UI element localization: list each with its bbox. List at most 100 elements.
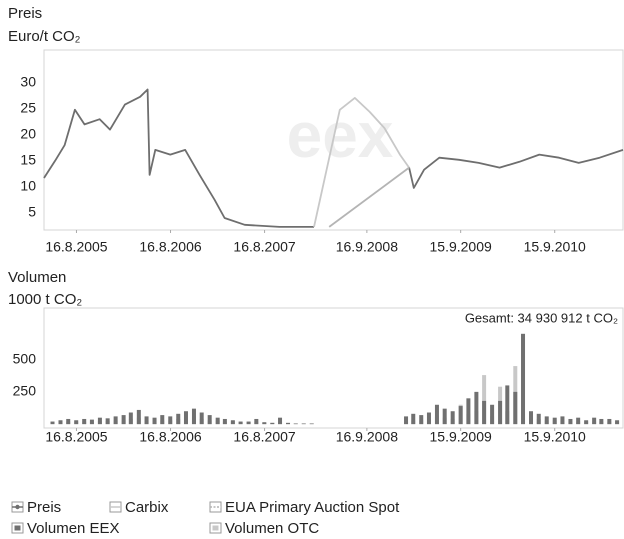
volume-bar (458, 406, 463, 425)
y-tick-label: 10 (20, 178, 36, 194)
volume-bar (411, 413, 416, 425)
volume-bar (238, 421, 243, 425)
volume-bar (50, 421, 55, 425)
volume-bar (293, 423, 298, 425)
x-tick-label: 16.8.2007 (233, 429, 295, 445)
x-tick-label: 16.9.2008 (336, 429, 398, 445)
volume-bar (215, 417, 220, 425)
volume-bar (152, 417, 157, 425)
y-tick-label: 500 (13, 350, 37, 366)
x-tick-label: 16.8.2006 (139, 429, 201, 445)
volume-bar (262, 422, 267, 425)
volume-bar (66, 418, 71, 425)
x-tick-label: 15.9.2010 (524, 429, 586, 445)
volume-bar (466, 398, 471, 425)
volume-bar (191, 408, 196, 425)
volume-bar (536, 413, 541, 425)
volume-bar (490, 404, 495, 425)
legend-icon (15, 504, 20, 510)
volume-bar (426, 412, 431, 425)
legend-label: EUA Primary Auction Spot (225, 499, 400, 516)
legend-label: Carbix (125, 499, 169, 516)
volume-bar (254, 418, 259, 425)
volume-bar (74, 420, 79, 425)
volume-bar (136, 409, 141, 425)
plot-frame (43, 307, 624, 429)
volume-bar (58, 420, 63, 425)
chart-title: Volumen (8, 269, 66, 286)
volume-bar (246, 421, 251, 425)
volume-bar (560, 416, 565, 425)
y-tick-label: 250 (13, 383, 37, 399)
volume-bar (584, 420, 589, 425)
volume-bar (222, 418, 227, 425)
volume-bar (301, 423, 306, 425)
volume-bar (434, 404, 439, 425)
volume-bar (199, 412, 204, 425)
volume-bar (278, 417, 283, 425)
volume-bar (568, 418, 573, 425)
volume-bar (419, 415, 424, 425)
volume-bar (176, 413, 181, 425)
volume-bar (521, 333, 526, 425)
volume-bar (482, 400, 487, 425)
x-tick-label: 15.9.2009 (430, 429, 492, 445)
y-axis-label: Euro/t CO₂ (8, 28, 81, 45)
x-tick-label: 15.9.2009 (430, 239, 492, 255)
volume-bar (599, 418, 604, 425)
volume-bar (89, 419, 94, 425)
legend-label: Volumen OTC (225, 520, 319, 537)
volume-bar (97, 417, 102, 425)
volume-bar (592, 417, 597, 425)
volume-bar (113, 416, 118, 425)
legend-label: Volumen EEX (27, 520, 120, 537)
volume-bar (160, 415, 165, 425)
volume-bar (505, 385, 510, 425)
volume-bar (121, 415, 126, 425)
volume-bar (450, 411, 455, 425)
x-tick-label: 16.8.2005 (45, 239, 107, 255)
volume-bar (404, 416, 409, 425)
x-tick-label: 15.9.2010 (524, 239, 586, 255)
volume-bar (552, 417, 557, 425)
volume-bar (576, 417, 581, 425)
volume-bar (230, 420, 235, 425)
volume-bar (207, 415, 212, 425)
volume-bar (183, 411, 188, 425)
plot-frame (43, 49, 624, 231)
volume-bar (615, 420, 620, 425)
price-line (328, 166, 410, 228)
legend-icon (14, 525, 21, 531)
price-line (313, 97, 410, 228)
y-tick-label: 20 (20, 126, 36, 142)
x-tick-label: 16.8.2005 (45, 429, 107, 445)
volume-bar (309, 423, 314, 425)
y-axis-label: 1000 t CO₂ (8, 291, 82, 308)
volume-bar (286, 422, 291, 425)
volume-bar (482, 375, 487, 425)
volume-bar (498, 400, 503, 425)
volume-bar (607, 418, 612, 425)
y-tick-label: 25 (20, 99, 36, 115)
y-tick-label: 5 (28, 204, 36, 220)
legend-label: Preis (27, 499, 61, 516)
volume-bar (474, 391, 479, 425)
volume-bar (128, 412, 133, 425)
volume-bar (82, 418, 87, 425)
x-tick-label: 16.8.2006 (139, 239, 201, 255)
volume-bar (529, 411, 534, 425)
volume-bar (544, 416, 549, 425)
volume-bar (105, 418, 110, 425)
volume-bar (442, 408, 447, 425)
chart-title: Preis (8, 5, 42, 22)
y-tick-label: 30 (20, 73, 36, 89)
volume-bar (144, 416, 149, 425)
price-line (43, 88, 624, 228)
x-tick-label: 16.9.2008 (336, 239, 398, 255)
annotation: Gesamt: 34 930 912 t CO₂ (465, 310, 618, 325)
x-tick-label: 16.8.2007 (233, 239, 295, 255)
y-tick-label: 15 (20, 152, 36, 168)
legend-icon (212, 525, 219, 531)
volume-bar (513, 391, 518, 425)
